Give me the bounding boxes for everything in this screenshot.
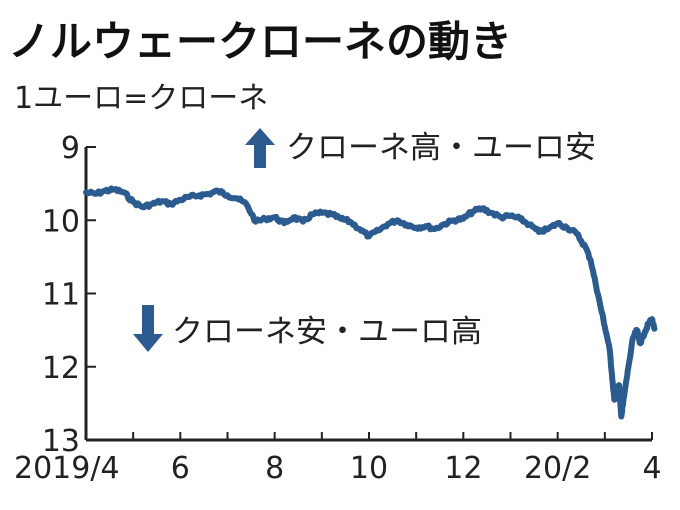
x-tick-label: 20/2: [524, 451, 591, 486]
y-axis: 9 10 11 12 13: [42, 131, 96, 459]
x-tick-label: 6: [171, 451, 190, 486]
annotation-up: クローネ高・ユーロ安: [245, 128, 596, 168]
y-tick-label: 9: [61, 131, 80, 166]
y-tick-label: 11: [42, 278, 80, 313]
x-tick-label: 8: [265, 451, 284, 486]
y-tick-label: 13: [42, 424, 80, 459]
chart-subtitle: 1ユーロ=クローネ: [14, 81, 268, 116]
x-axis: 2019/4 6 8 10 12 20/2 4: [14, 432, 662, 486]
x-tick-label: 12: [444, 451, 482, 486]
down-arrow-icon: [133, 305, 163, 352]
y-tick-label: 10: [42, 204, 80, 239]
chart-title: ノルウェークローネの動き: [8, 17, 512, 66]
up-arrow-icon: [245, 128, 275, 168]
annotation-up-label: クローネ高・ユーロ安: [286, 130, 596, 166]
x-tick-label: 4: [642, 451, 661, 486]
x-tick-label: 10: [350, 451, 388, 486]
annotation-down-label: クローネ安・ユーロ高: [172, 314, 482, 350]
series-line: [83, 185, 658, 420]
x-tick-label: 2019/4: [14, 451, 120, 486]
annotation-down: クローネ安・ユーロ高: [133, 305, 482, 352]
y-tick-label: 12: [42, 351, 80, 386]
